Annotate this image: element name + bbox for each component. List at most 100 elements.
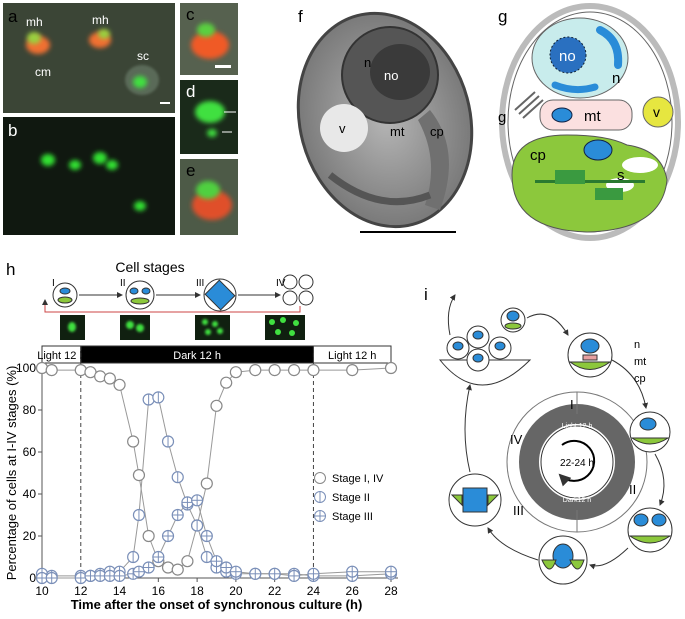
- x-tick-label: 16: [152, 584, 166, 598]
- marker-ring: [181, 555, 194, 568]
- data-point: [210, 555, 223, 568]
- x-tick-label: 22: [268, 584, 282, 598]
- legend-item: Stage III: [314, 510, 373, 523]
- label: g: [498, 109, 506, 126]
- period-label: Light 12 h: [37, 350, 85, 362]
- data-point: [161, 529, 175, 543]
- period-label: Dark 12 h: [173, 350, 221, 362]
- data-point: [94, 370, 107, 383]
- x-tick-label: 12: [74, 584, 88, 598]
- panel-letter: i: [424, 285, 428, 304]
- y-axis-label: Percentage of cells at I-IV stages (%): [4, 366, 19, 581]
- data-point: [171, 563, 184, 576]
- marker-ring: [229, 366, 242, 379]
- cell-diagram: [499, 3, 681, 241]
- y-tick-label: 0: [29, 571, 36, 585]
- label: mt: [584, 108, 601, 125]
- micrograph-b: [3, 117, 175, 235]
- marker-ring: [161, 561, 175, 574]
- data-point: [346, 364, 359, 377]
- micrograph-d: [180, 80, 238, 154]
- panel-letter: h: [6, 260, 15, 279]
- data-point: [161, 561, 175, 574]
- data-point: [142, 393, 155, 406]
- data-point: [268, 567, 281, 580]
- marker-ring: [45, 364, 58, 377]
- data-point: [346, 565, 359, 578]
- x-tick-label: 24: [307, 584, 321, 598]
- data-point: [171, 471, 184, 484]
- marker-ring: [200, 477, 213, 490]
- marker-ring: [74, 364, 87, 377]
- marker-ring: [127, 435, 140, 448]
- panel-letter: g: [498, 7, 507, 26]
- label: no: [559, 48, 576, 65]
- x-tick-label: 26: [346, 584, 360, 598]
- marker-ring: [287, 364, 301, 377]
- marker-ring: [94, 370, 107, 383]
- label: cm: [35, 65, 51, 79]
- panel-letter: f: [298, 7, 303, 26]
- data-point: [127, 550, 140, 564]
- stage-thumbnails: [60, 315, 305, 340]
- data-point: [127, 435, 140, 448]
- x-axis-label: Time after the onset of synchronous cult…: [71, 597, 363, 612]
- label: mt: [634, 356, 646, 368]
- label: mt: [390, 124, 405, 139]
- data-point: [249, 567, 262, 580]
- legend-item: Stage II: [314, 491, 370, 504]
- label: s: [617, 167, 625, 184]
- data-point: [229, 366, 242, 379]
- marker-ring: [171, 563, 184, 576]
- series-line: [41, 367, 392, 571]
- stage-label: III: [196, 278, 204, 289]
- label: v: [339, 121, 346, 136]
- y-tick-label: 100: [16, 361, 36, 375]
- data-point: [74, 364, 87, 377]
- x-tick-label: 28: [384, 584, 398, 598]
- stage-label: IV: [276, 278, 286, 289]
- data-point: [74, 571, 87, 585]
- stage-label: II: [629, 482, 636, 497]
- stage-label: IV: [510, 432, 523, 447]
- data-point: [287, 569, 301, 583]
- data-point: [171, 508, 184, 522]
- panel-letter: d: [186, 82, 195, 101]
- data-point: [249, 364, 262, 377]
- marker-ring: [307, 364, 320, 377]
- marker-ring: [210, 399, 223, 412]
- panel-letter: b: [8, 121, 17, 140]
- data-point: [200, 477, 213, 490]
- stage-label: I: [570, 397, 574, 412]
- micrograph-c: [180, 3, 238, 75]
- period-label: 22-24 h: [560, 458, 594, 469]
- data-point: [181, 555, 194, 568]
- stage-title: Cell stages: [115, 259, 184, 275]
- legend-label: Stage I, IV: [332, 473, 384, 485]
- data-point: [45, 571, 58, 585]
- marker-ring: [249, 364, 262, 377]
- marker-ring: [142, 529, 155, 543]
- data-point: [132, 469, 146, 482]
- data-point: [113, 378, 126, 391]
- x-tick-label: 18: [190, 584, 204, 598]
- data-point: [94, 569, 107, 583]
- panel-letter: c: [186, 5, 195, 24]
- y-tick-label: 40: [23, 487, 37, 501]
- data-point: [45, 364, 58, 377]
- data-point: [103, 372, 116, 385]
- data-point: [210, 399, 223, 412]
- micrograph-a: [3, 3, 175, 113]
- label: mh: [26, 15, 43, 29]
- data-point: [191, 519, 204, 532]
- data-point: [384, 565, 398, 578]
- data-point: [142, 529, 155, 543]
- y-tick-label: 20: [23, 529, 37, 543]
- y-tick-label: 60: [23, 445, 37, 459]
- data-point: [132, 508, 146, 522]
- stage-label: I: [52, 278, 55, 289]
- data-point: [307, 567, 320, 580]
- data-point: [307, 364, 320, 377]
- light-label: Light 12 h: [562, 423, 593, 430]
- legend-label: Stage III: [332, 511, 373, 523]
